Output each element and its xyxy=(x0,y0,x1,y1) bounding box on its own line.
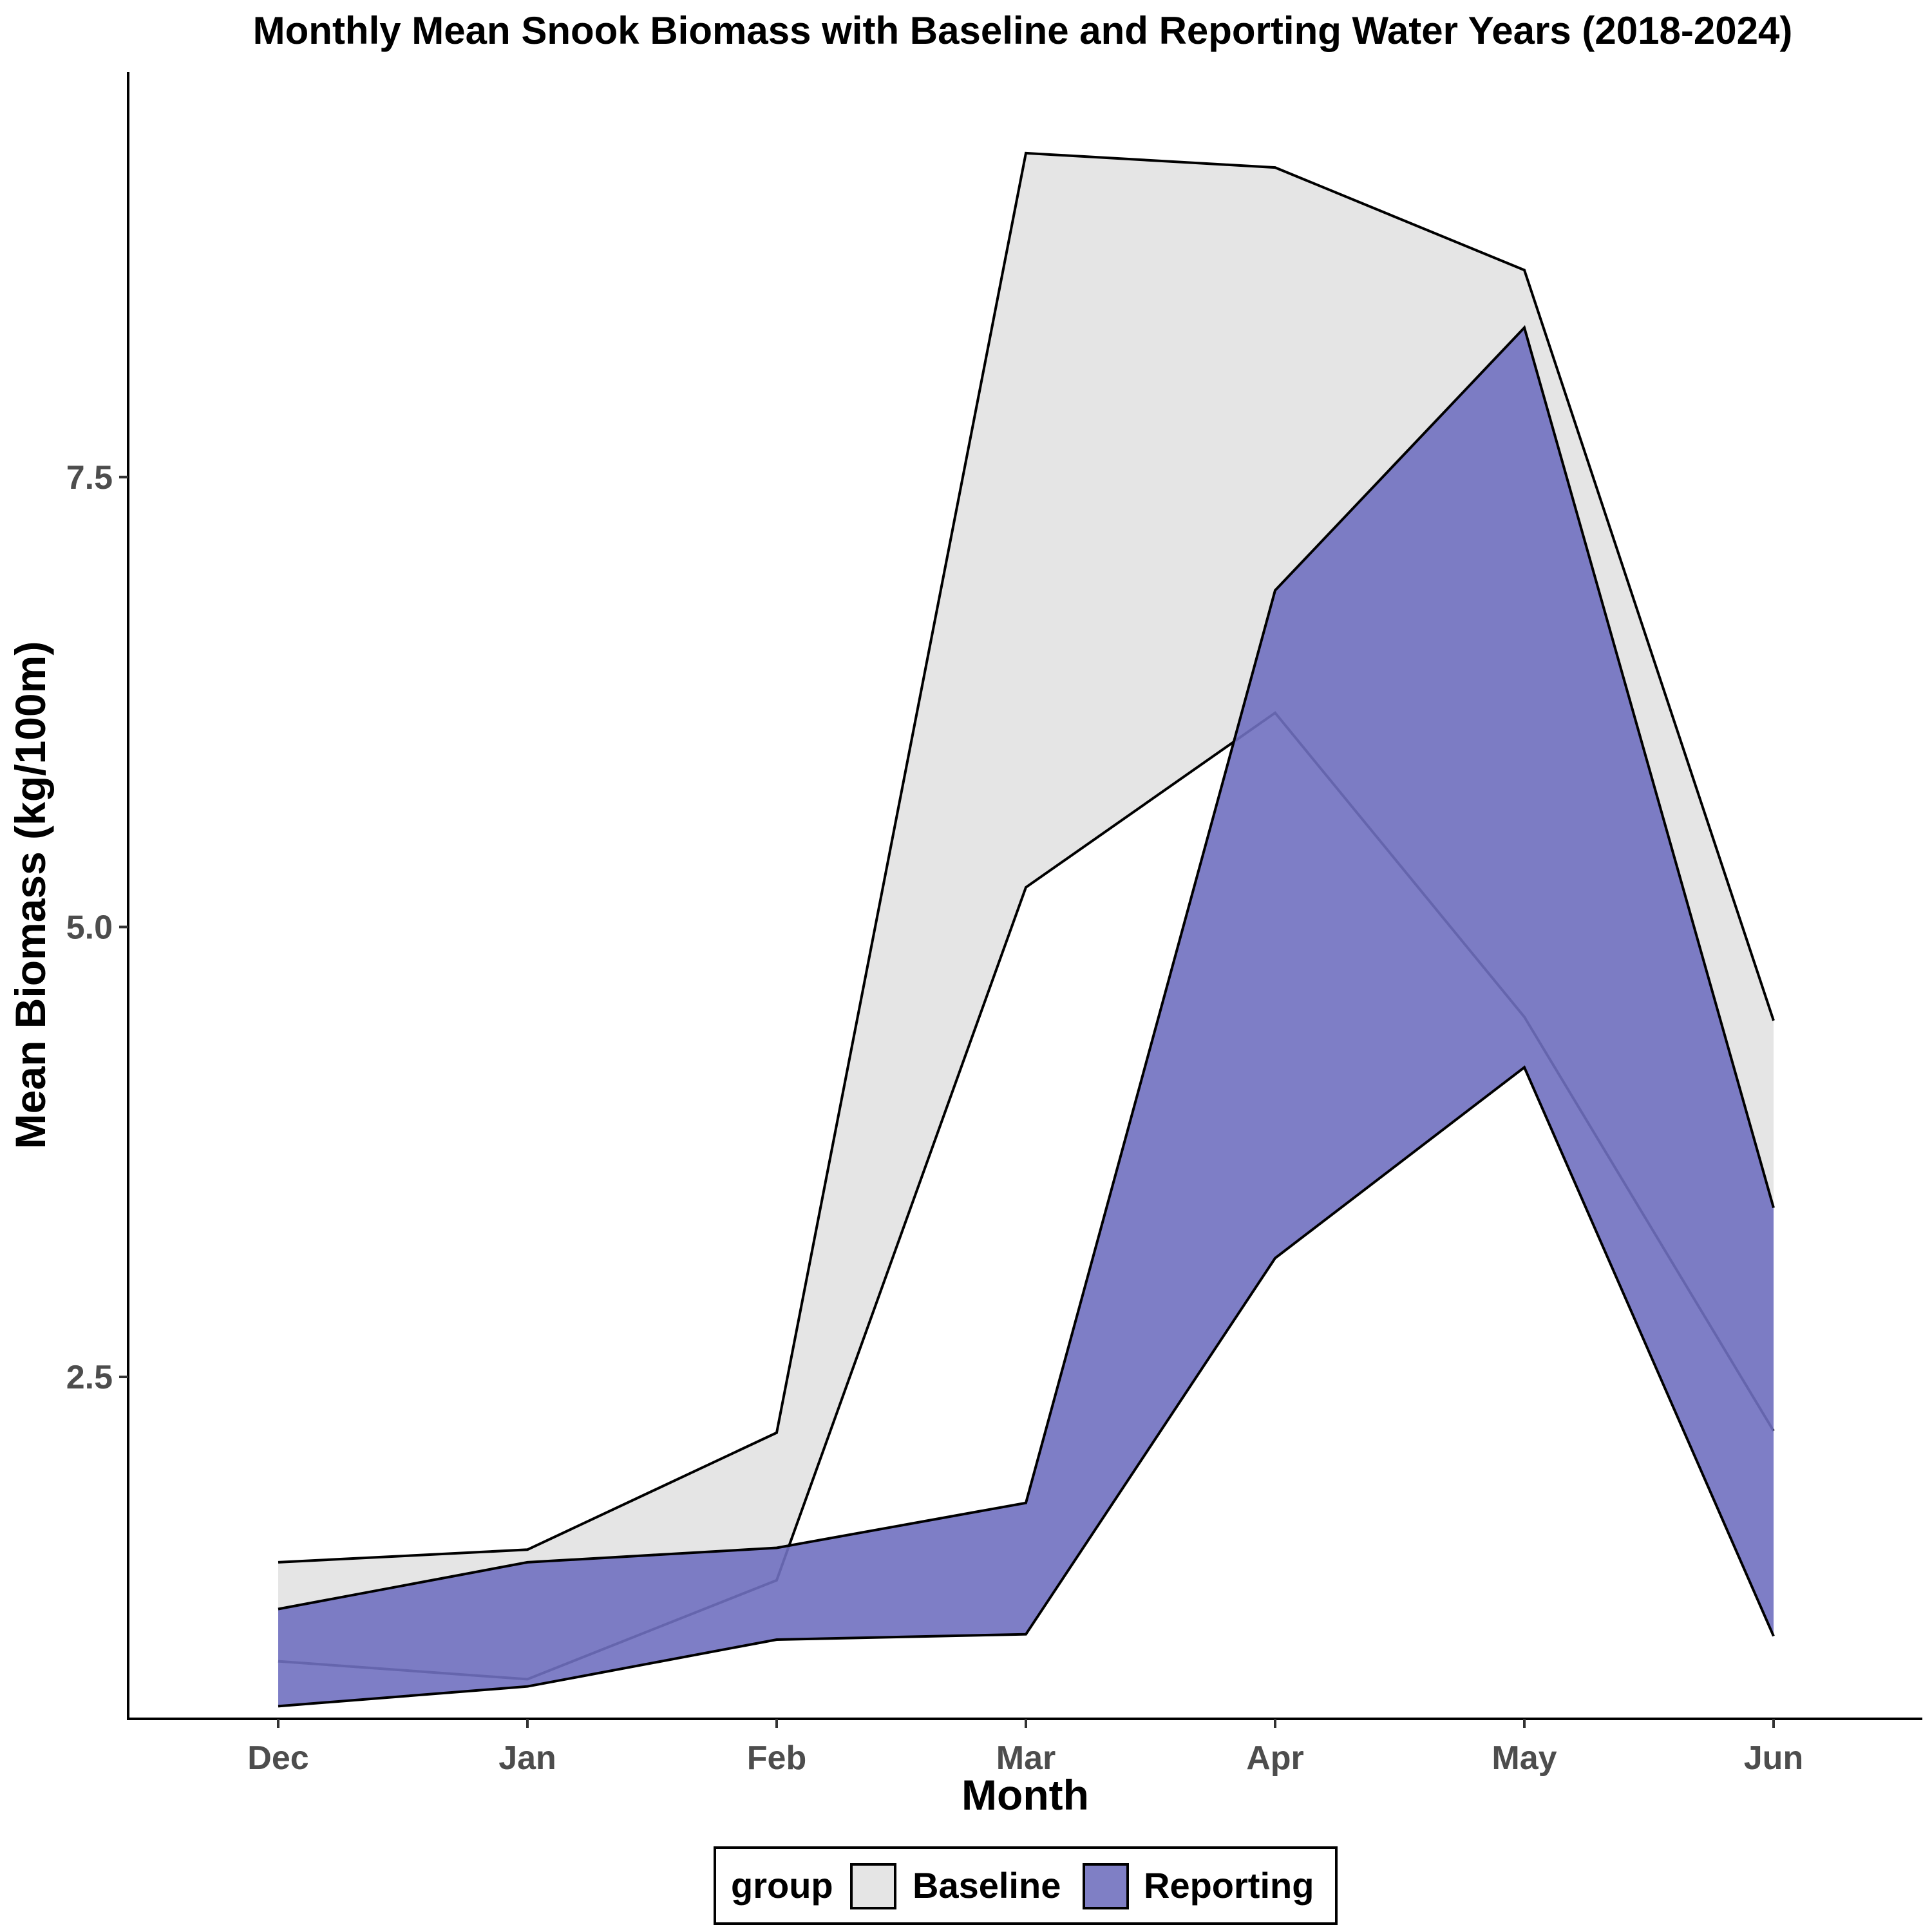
legend-key-baseline xyxy=(850,1863,896,1909)
legend-label-baseline: Baseline xyxy=(913,1865,1061,1906)
y-tick-label: 7.5 xyxy=(66,459,113,497)
y-tick-label: 2.5 xyxy=(66,1359,113,1396)
x-tick-label: Mar xyxy=(996,1739,1056,1777)
x-axis-title: Month xyxy=(961,1771,1089,1819)
y-tick-label: 5.0 xyxy=(66,909,113,946)
x-tick-label: Jun xyxy=(1744,1739,1803,1777)
legend-title: group xyxy=(731,1865,833,1906)
reporting-ribbon xyxy=(278,327,1774,1707)
reporting-upper-line xyxy=(278,325,1775,1611)
legend-box xyxy=(714,1846,1338,1925)
x-tick-label: Dec xyxy=(247,1739,308,1777)
legend: group Baseline Reporting xyxy=(714,1846,1338,1925)
x-tick-label: Jan xyxy=(498,1739,556,1777)
y-ticks: 2.5 5.0 7.5 xyxy=(66,459,128,1396)
x-ticks: Dec Jan Feb Mar Apr May Jun xyxy=(247,1719,1803,1777)
reporting-lower-line xyxy=(278,1065,1775,1708)
legend-label-reporting: Reporting xyxy=(1144,1865,1314,1906)
x-tick-label: Apr xyxy=(1246,1739,1304,1777)
x-tick-label: Feb xyxy=(747,1739,806,1777)
baseline-upper-line xyxy=(278,151,1775,1564)
series-layer xyxy=(278,151,1775,1708)
x-tick-label: May xyxy=(1492,1739,1557,1777)
chart-title: Monthly Mean Snook Biomass with Baseline… xyxy=(253,9,1793,52)
legend-key-reporting xyxy=(1083,1863,1129,1909)
y-axis-title: Mean Biomass (kg/100m) xyxy=(6,641,54,1150)
